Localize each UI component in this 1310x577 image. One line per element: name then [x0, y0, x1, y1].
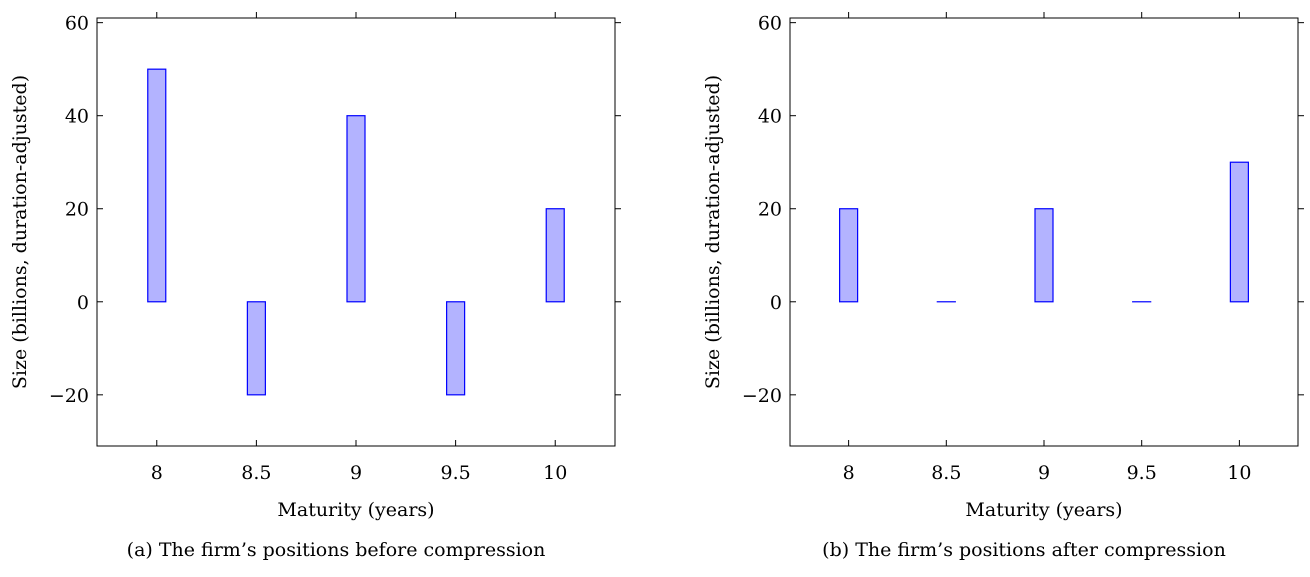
chart-panel-b: 8 8.5 9 9.5 10 −20 0 20 40 60 Maturity (years) Size… [702, 12, 1304, 561]
y-tick-label: −20 [742, 385, 782, 407]
x-tick-label: 9 [350, 462, 362, 484]
x-tick-label: 8 [843, 462, 855, 484]
x-tick-label: 10 [1227, 462, 1251, 484]
bar-8 [839, 208, 859, 303]
y-tick-label: −20 [49, 385, 89, 407]
panel-caption: (b) The firm’s positions after compressi… [822, 539, 1226, 561]
x-tick-label: 10 [543, 462, 567, 484]
x-tick-label: 8.5 [931, 462, 961, 484]
x-tick-label: 9.5 [1127, 462, 1157, 484]
y-axis-label: Size (billions, duration-adjusted) [702, 75, 724, 389]
bar-10 [545, 208, 565, 303]
x-tick-label: 8 [151, 462, 163, 484]
y-tick-label: 20 [758, 199, 782, 221]
y-tick-label: 60 [65, 13, 89, 35]
chart-panel-a: 8 8.5 9 9.5 10 −20 0 20 40 60 Maturity (years) Size… [9, 12, 621, 561]
y-tick-label: 0 [77, 292, 89, 314]
bar-9 [1034, 208, 1054, 303]
panel-caption: (a) The firm’s positions before compress… [127, 539, 546, 561]
bar-8 [147, 68, 167, 303]
y-tick-label: 20 [65, 199, 89, 221]
x-axis-label: Maturity (years) [965, 499, 1122, 521]
y-tick-label: 0 [770, 292, 782, 314]
bar-9 [346, 115, 366, 303]
y-tick-label: 60 [758, 13, 782, 35]
x-tick-label: 8.5 [241, 462, 271, 484]
x-axis-label: Maturity (years) [277, 499, 434, 521]
bar-9.5 [446, 301, 466, 396]
bar-10 [1229, 161, 1249, 303]
x-tick-label: 9.5 [441, 462, 471, 484]
y-tick-label: 40 [65, 106, 89, 128]
y-axis-label: Size (billions, duration-adjusted) [9, 75, 31, 389]
bar-8.5 [246, 301, 266, 396]
x-tick-label: 9 [1038, 462, 1050, 484]
y-tick-label: 40 [758, 106, 782, 128]
